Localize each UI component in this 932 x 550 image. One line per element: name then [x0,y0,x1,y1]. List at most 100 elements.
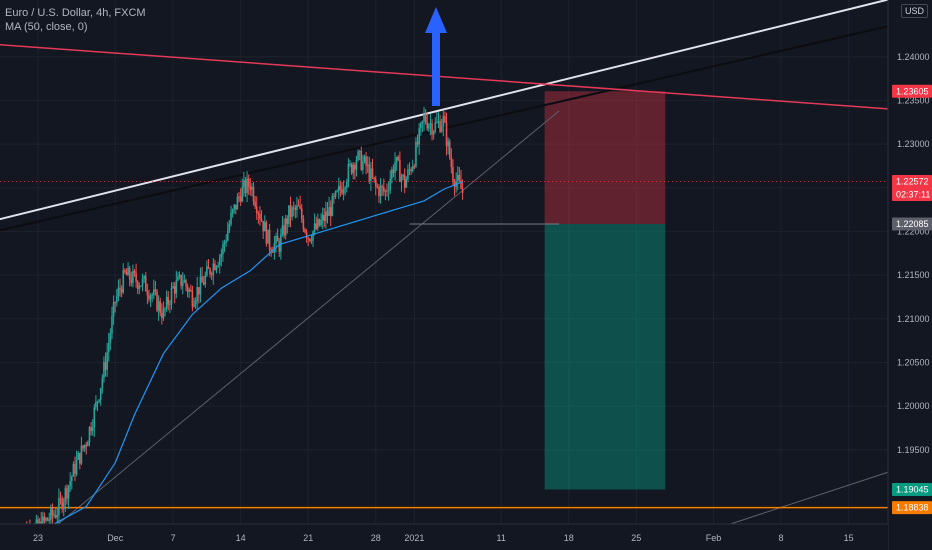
candle-body [101,378,104,389]
candle-body [122,270,125,293]
candle-body [344,187,346,189]
price-tick-label: 1.23500 [897,95,930,105]
candle-body [180,274,182,286]
candle-body [124,270,126,272]
price-tick-label: 1.24000 [897,52,930,62]
candle-body [384,190,387,192]
candle-body [349,163,351,165]
candle-body [54,514,57,518]
candle-body [315,223,318,229]
candle-body [236,196,239,210]
trend-line-support [47,110,560,534]
candle-body [297,205,300,207]
candle-body [167,296,170,305]
candle-body [450,157,453,168]
price-tick-label: 1.23000 [897,139,930,149]
candle-body [386,190,388,192]
trend-lines [0,0,932,534]
candle-body [80,445,83,464]
candle-body [74,463,76,474]
indicator-label: MA (50, close, 0) [5,21,88,33]
candle-body [366,164,369,166]
candle-body [387,189,390,192]
candle-body [413,166,416,168]
price-label-text: 1.18838 [896,503,929,513]
candle-body [191,290,194,307]
candle-body [453,181,456,187]
candle-body [148,295,150,300]
candle-body [85,444,88,447]
candle-body [154,289,157,292]
candle-body [294,207,297,210]
candle-body [225,240,227,243]
candle-body [275,235,277,244]
candle-body [244,180,247,193]
candle-body [246,178,248,193]
up-arrow-icon[interactable] [425,7,447,106]
candle-body [95,401,97,408]
candle-body [88,427,91,443]
candle-body [392,169,395,173]
candle-body [132,270,134,284]
countdown-text: 02:37:11 [896,189,930,199]
candle-body [291,207,293,217]
candle-body [337,186,340,191]
currency-badge[interactable]: USD [900,4,928,18]
candle-body [223,242,226,245]
candle-body [329,207,332,216]
candle-body [445,122,448,147]
candle-body [50,507,52,520]
candle-body [35,519,38,526]
candle-body [202,282,205,285]
candle-body [87,442,89,447]
candle-body [233,204,236,210]
candle-body [56,515,59,518]
candle-body [90,427,92,432]
candle-body [307,237,309,239]
candle-body [313,223,316,232]
candle-body [93,407,96,428]
candle-body [378,187,380,197]
candle-body [262,221,264,232]
candle-body [352,164,355,174]
trend-line-resistance-lower [0,15,932,232]
candle-body [136,281,139,289]
price-tick-label: 1.21500 [897,270,930,280]
time-tick-label: 11 [497,533,506,543]
candle-body [296,205,298,210]
candle-body [280,234,282,252]
candle-body [376,186,379,188]
candle-body [199,276,202,295]
candle-body [436,121,438,123]
time-axis: 23 Dec 7 14 21 28 2021 11 18 25 Feb 8 15 [0,523,888,550]
candle-body [304,229,306,233]
candle-body [371,168,374,178]
candle-body [452,167,454,182]
candle-body [61,498,63,510]
time-tick-label: Dec [107,533,124,543]
candle-body [347,164,350,182]
candle-body [328,207,330,216]
candle-body [408,169,411,171]
candle-body [379,185,382,197]
candle-body [411,166,414,172]
price-axis: 1.240001.235001.230001.225001.220001.215… [887,0,932,550]
candle-body [363,156,366,162]
candle-body [424,114,427,123]
candle-body [218,257,221,266]
candle-body [235,204,237,210]
candle-body [428,125,430,129]
price-label-text: 1.22572 [896,176,929,186]
candle-body [153,289,155,295]
candle-body [231,209,234,213]
candle-body [421,121,424,124]
trend-line-descending [0,43,932,113]
candle-body [112,302,115,317]
candle-body [249,186,252,190]
candle-body [186,286,189,292]
candle-body [419,123,422,129]
candle-body [318,219,321,226]
candle-body [241,186,244,202]
candle-body [128,267,131,280]
